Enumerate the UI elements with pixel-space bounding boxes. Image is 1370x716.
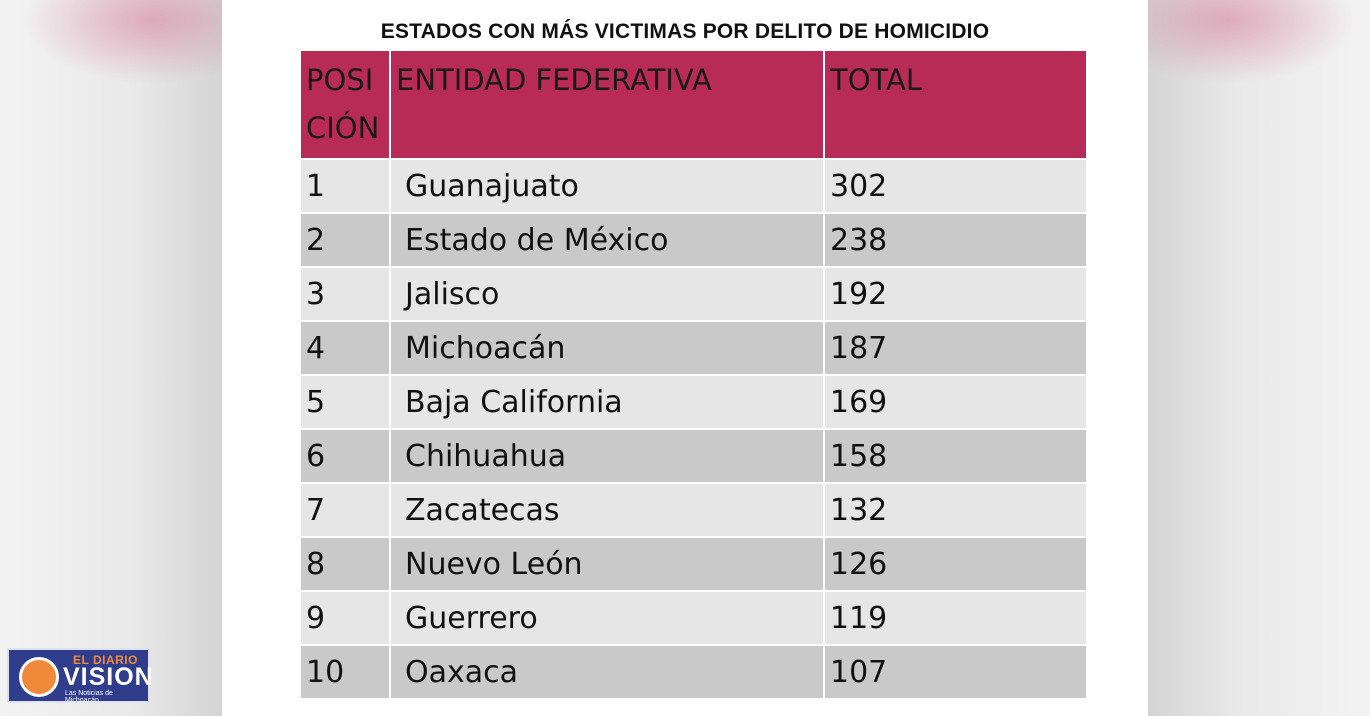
table-row: 7 Zacatecas 132 — [299, 482, 1088, 538]
row-entity: Zacatecas — [389, 482, 825, 538]
el-diario-vision-logo: EL DIARIO VISION Las Noticias de Michoac… — [7, 648, 153, 704]
table-row: 3 Jalisco 192 — [299, 266, 1088, 322]
header-position: POSI CIÓN — [299, 49, 391, 160]
row-total: 169 — [823, 374, 1088, 430]
row-total: 187 — [823, 320, 1088, 376]
row-position: 4 — [299, 320, 391, 376]
table-row: 8 Nuevo León 126 — [299, 536, 1088, 592]
row-position: 3 — [299, 266, 391, 322]
table-row: 4 Michoacán 187 — [299, 320, 1088, 376]
table-row: 1 Guanajuato 302 — [299, 158, 1088, 214]
row-entity: Estado de México — [389, 212, 825, 268]
row-entity: Baja California — [389, 374, 825, 430]
row-entity: Oaxaca — [389, 644, 825, 700]
homicide-ranking-table: POSI CIÓN ENTIDAD FEDERATIVA TOTAL 1 Gua… — [299, 49, 1088, 700]
row-position: 7 — [299, 482, 391, 538]
table-row: 5 Baja California 169 — [299, 374, 1088, 430]
table-row: 6 Chihuahua 158 — [299, 428, 1088, 484]
logo-tagline: Las Noticias de Michoacán — [65, 690, 113, 704]
row-total: 192 — [823, 266, 1088, 322]
document-page: ESTADOS CON MÁS VICTIMAS POR DELITO DE H… — [222, 0, 1148, 716]
table-header-row: POSI CIÓN ENTIDAD FEDERATIVA TOTAL — [299, 49, 1088, 160]
row-position: 6 — [299, 428, 391, 484]
logo-line2: VISION — [63, 663, 154, 691]
row-total: 107 — [823, 644, 1088, 700]
table-row: 2 Estado de México 238 — [299, 212, 1088, 268]
row-position: 10 — [299, 644, 391, 700]
row-total: 132 — [823, 482, 1088, 538]
row-position: 5 — [299, 374, 391, 430]
row-entity: Chihuahua — [389, 428, 825, 484]
row-entity: Guanajuato — [389, 158, 825, 214]
row-position: 8 — [299, 536, 391, 592]
row-entity: Guerrero — [389, 590, 825, 646]
row-total: 238 — [823, 212, 1088, 268]
background-right — [1148, 0, 1370, 716]
document-title: ESTADOS CON MÁS VICTIMAS POR DELITO DE H… — [380, 20, 990, 43]
background-left — [0, 0, 222, 716]
row-entity: Nuevo León — [389, 536, 825, 592]
logo-line1: EL DIARIO — [73, 653, 138, 667]
row-position: 9 — [299, 590, 391, 646]
row-total: 126 — [823, 536, 1088, 592]
row-entity: Jalisco — [389, 266, 825, 322]
logo-circle-icon — [19, 657, 59, 697]
row-position: 2 — [299, 212, 391, 268]
header-total: TOTAL — [823, 49, 1088, 160]
row-entity: Michoacán — [389, 320, 825, 376]
row-position: 1 — [299, 158, 391, 214]
table-row: 9 Guerrero 119 — [299, 590, 1088, 646]
header-position-label: POSI CIÓN — [306, 63, 380, 145]
row-total: 302 — [823, 158, 1088, 214]
table-row: 10 Oaxaca 107 — [299, 644, 1088, 700]
row-total: 119 — [823, 590, 1088, 646]
header-entity: ENTIDAD FEDERATIVA — [389, 49, 825, 160]
row-total: 158 — [823, 428, 1088, 484]
